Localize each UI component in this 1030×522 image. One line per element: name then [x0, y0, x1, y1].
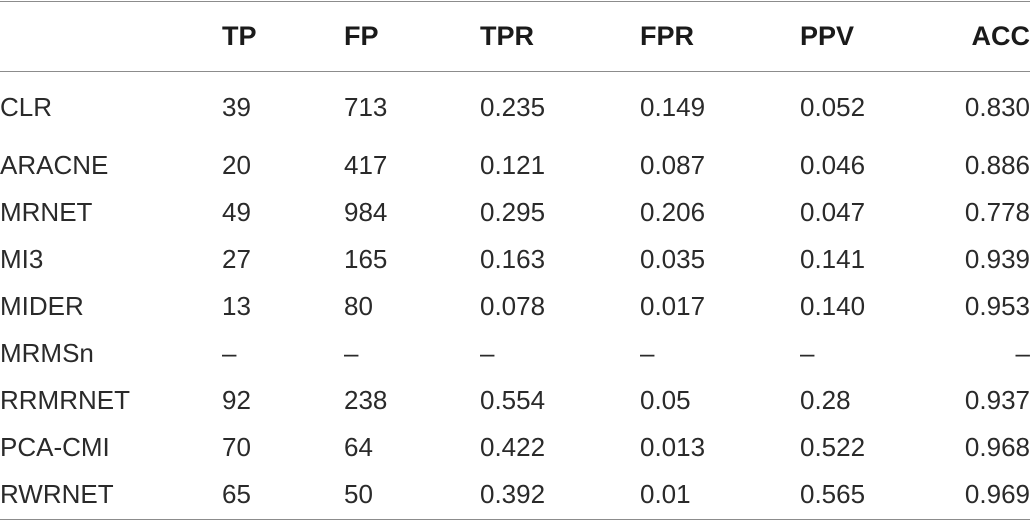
- table-bottom-rule: [0, 519, 1030, 520]
- cell-tpr: 0.295: [480, 197, 546, 227]
- table-row: MRMSn – – – – – –: [0, 330, 1030, 377]
- cell-ppv: 0.140: [800, 291, 866, 321]
- cell-ppv: 0.522: [800, 432, 866, 462]
- cell-acc: 0.937: [964, 385, 1030, 415]
- cell-tpr: –: [480, 338, 495, 368]
- cell-fpr: 0.017: [640, 291, 706, 321]
- cell-acc: 0.968: [964, 432, 1030, 462]
- header-ppv: PPV: [800, 20, 855, 51]
- cell-fp: 417: [344, 150, 388, 180]
- cell-tpr: 0.121: [480, 150, 546, 180]
- cell-ppv: 0.28: [800, 385, 851, 415]
- cell-fpr: –: [640, 338, 655, 368]
- header-tpr: TPR: [480, 20, 534, 51]
- cell-tpr: 0.422: [480, 432, 546, 462]
- cell-fp: 80: [344, 291, 373, 321]
- cell-fpr: 0.206: [640, 197, 706, 227]
- cell-fpr: 0.05: [640, 385, 691, 415]
- cell-fp: 713: [344, 91, 388, 122]
- cell-tpr: 0.078: [480, 291, 546, 321]
- cell-fp: 238: [344, 385, 388, 415]
- cell-ppv: –: [800, 338, 815, 368]
- table-row: PCA-CMI 70 64 0.422 0.013 0.522 0.968: [0, 424, 1030, 471]
- cell-tpr: 0.554: [480, 385, 546, 415]
- cell-method: MI3: [0, 244, 44, 274]
- cell-tp: 13: [222, 291, 251, 321]
- cell-tp: 20: [222, 150, 251, 180]
- cell-tpr: 0.163: [480, 244, 546, 274]
- header-acc: ACC: [971, 20, 1030, 51]
- cell-tpr: 0.235: [480, 91, 546, 122]
- cell-fpr: 0.035: [640, 244, 706, 274]
- cell-ppv: 0.052: [800, 91, 866, 122]
- cell-tp: 92: [222, 385, 251, 415]
- header-fp: FP: [344, 20, 379, 51]
- cell-fp: 165: [344, 244, 388, 274]
- cell-method: CLR: [0, 91, 53, 122]
- cell-ppv: 0.565: [800, 479, 866, 509]
- cell-acc: 0.778: [964, 197, 1030, 227]
- cell-ppv: 0.046: [800, 150, 866, 180]
- table-row: MIDER 13 80 0.078 0.017 0.140 0.953: [0, 283, 1030, 330]
- table-row: RWRNET 65 50 0.392 0.01 0.565 0.969: [0, 471, 1030, 518]
- cell-tp: 49: [222, 197, 251, 227]
- cell-tp: 27: [222, 244, 251, 274]
- cell-fp: 984: [344, 197, 388, 227]
- cell-fp: 50: [344, 479, 373, 509]
- table-top-rule: [0, 1, 1030, 2]
- cell-fpr: 0.01: [640, 479, 691, 509]
- header-fpr: FPR: [640, 20, 694, 51]
- table-header-rule: [0, 71, 1030, 72]
- cell-fp: –: [344, 338, 359, 368]
- cell-tp: 70: [222, 432, 251, 462]
- cell-ppv: 0.047: [800, 197, 866, 227]
- cell-fp: 64: [344, 432, 373, 462]
- cell-tp: 39: [222, 91, 251, 122]
- header-method: [0, 0, 222, 72]
- table-header: TP FP TPR FPR PPV ACC: [0, 0, 1030, 72]
- cell-acc: –: [1015, 338, 1030, 368]
- cell-fpr: 0.087: [640, 150, 706, 180]
- cell-tp: –: [222, 338, 237, 368]
- cell-acc: 0.830: [964, 91, 1030, 122]
- cell-method: ARACNE: [0, 150, 109, 180]
- cell-method: MIDER: [0, 291, 84, 321]
- table-row: MI3 27 165 0.163 0.035 0.141 0.939: [0, 236, 1030, 283]
- cell-method: RWRNET: [0, 479, 114, 509]
- table-row: ARACNE 20 417 0.121 0.087 0.046 0.886: [0, 142, 1030, 189]
- cell-fpr: 0.013: [640, 432, 706, 462]
- cell-tp: 65: [222, 479, 251, 509]
- cell-acc: 0.939: [964, 244, 1030, 274]
- table-row: RRMRNET 92 238 0.554 0.05 0.28 0.937: [0, 377, 1030, 424]
- table-row: MRNET 49 984 0.295 0.206 0.047 0.778: [0, 189, 1030, 236]
- cell-acc: 0.886: [964, 150, 1030, 180]
- header-row: TP FP TPR FPR PPV ACC: [0, 0, 1030, 72]
- table-body: CLR 39 713 0.235 0.149 0.052 0.830 ARACN…: [0, 72, 1030, 518]
- cell-method: MRMSn: [0, 338, 94, 368]
- cell-method: RRMRNET: [0, 385, 130, 415]
- cell-method: MRNET: [0, 197, 93, 227]
- cell-tpr: 0.392: [480, 479, 546, 509]
- cell-fpr: 0.149: [640, 91, 706, 122]
- cell-method: PCA-CMI: [0, 432, 110, 462]
- cell-ppv: 0.141: [800, 244, 866, 274]
- cell-acc: 0.969: [964, 479, 1030, 509]
- table-row: CLR 39 713 0.235 0.149 0.052 0.830: [0, 72, 1030, 142]
- header-tp: TP: [222, 20, 257, 51]
- cell-acc: 0.953: [964, 291, 1030, 321]
